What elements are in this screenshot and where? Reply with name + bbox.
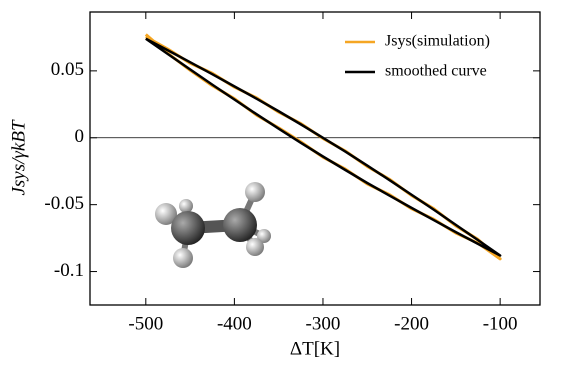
legend-label: Jsys(simulation) — [385, 33, 490, 50]
x-tick-label: -200 — [394, 313, 429, 334]
molecule — [155, 182, 271, 268]
x-tick-label: -400 — [217, 313, 252, 334]
legend-label: smoothed curve — [385, 63, 487, 80]
y-tick-label: 0.05 — [51, 59, 84, 80]
y-tick-label: 0 — [75, 126, 85, 147]
plot-frame — [89, 11, 541, 306]
y-tick-label: -0.1 — [54, 260, 84, 281]
x-tick-label: -100 — [483, 313, 518, 334]
x-axis-label: ΔT[K] — [290, 338, 340, 359]
x-tick-label: -300 — [306, 313, 341, 334]
x-tick-label: -500 — [128, 313, 163, 334]
y-tick-label: -0.05 — [44, 193, 84, 214]
y-axis-label: Jsys/γkBT — [8, 119, 29, 195]
series-line — [145, 37, 502, 257]
